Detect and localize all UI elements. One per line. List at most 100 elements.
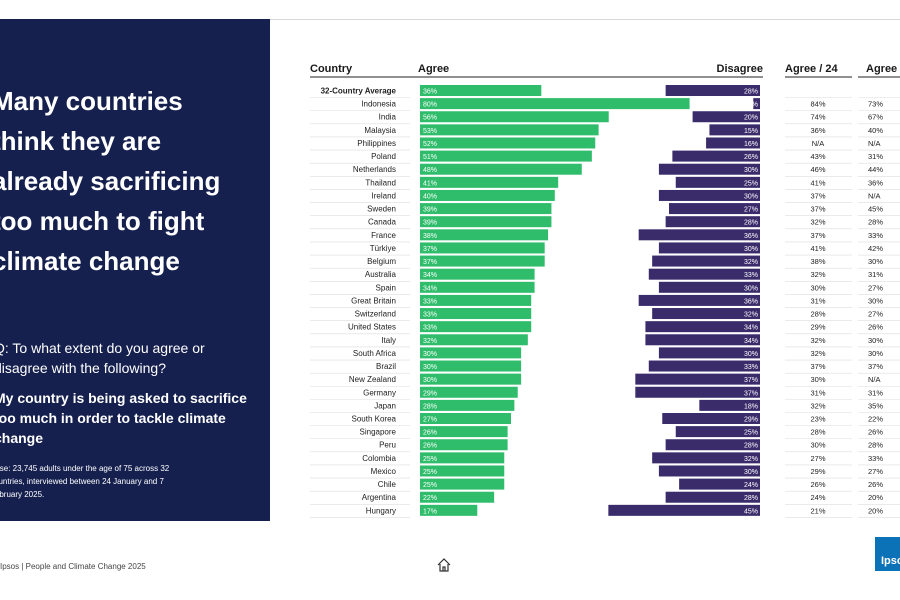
agree-bar xyxy=(420,399,515,411)
disagree-value-label: 18% xyxy=(744,403,758,410)
country-label: Peru xyxy=(379,441,396,450)
agree-2024-value: 41% xyxy=(810,244,825,253)
left-panel: Many countries think they are already sa… xyxy=(0,19,270,521)
agree-value-label: 40% xyxy=(423,193,437,200)
disagree-value-label: 20% xyxy=(744,115,758,122)
disagree-value-label: 15% xyxy=(744,128,758,135)
agree-2024-value: 74% xyxy=(810,113,825,122)
agree-2023-value: 26% xyxy=(868,480,883,489)
agree-2024-value: 23% xyxy=(810,415,825,424)
agree-2024-value: 30% xyxy=(810,375,825,384)
disagree-bar xyxy=(652,255,760,267)
header-agree: Agree xyxy=(418,63,449,75)
agree-2023-value: N/A xyxy=(868,139,881,148)
agree-2024-value: 31% xyxy=(810,388,825,397)
agree-bar xyxy=(420,439,508,451)
agree-value-label: 26% xyxy=(423,443,437,450)
disagree-bar xyxy=(672,150,760,162)
footer-source: Ipsos | People and Climate Change 2025 xyxy=(0,562,146,571)
agree-bar xyxy=(420,373,522,385)
agree-2023-value: 30% xyxy=(868,257,883,266)
agree-2024-value: 32% xyxy=(810,336,825,345)
disagree-bar xyxy=(753,98,760,110)
agree-2023-value: 40% xyxy=(868,126,883,135)
agree-bar xyxy=(420,491,495,503)
agree-2024-value: 37% xyxy=(810,231,825,240)
brand-logo: Ipsos xyxy=(875,537,900,571)
country-label: Singapore xyxy=(360,428,397,437)
agree-2023-value: 33% xyxy=(868,231,883,240)
disagree-bar xyxy=(658,281,760,293)
agree-2023-value: 22% xyxy=(868,415,883,424)
agree-2024-value: 32% xyxy=(810,401,825,410)
agree-2023-value: 20% xyxy=(868,493,883,502)
country-label: Belgium xyxy=(367,257,396,266)
agree-bar xyxy=(420,413,511,424)
disagree-bar xyxy=(658,347,760,359)
country-label: Brazil xyxy=(376,362,396,371)
country-label: Philippines xyxy=(357,139,396,148)
disagree-value-label: 36% xyxy=(744,298,758,305)
agree-value-label: 52% xyxy=(423,141,437,148)
disagree-value-label: 30% xyxy=(744,246,758,253)
agree-2024-value: 46% xyxy=(810,165,825,174)
disagree-value-label: 25% xyxy=(744,430,758,437)
agree-2024-value: 21% xyxy=(810,506,825,515)
disagree-bar xyxy=(635,373,760,385)
agree-2023-value: 73% xyxy=(868,100,883,109)
agree-bar xyxy=(420,85,542,96)
disagree-bar xyxy=(608,504,760,516)
disagree-value-label: % xyxy=(752,102,758,109)
agree-bar xyxy=(420,294,532,306)
agree-value-label: 30% xyxy=(423,364,437,371)
disagree-value-label: 33% xyxy=(744,272,758,279)
agree-2023-value: 28% xyxy=(868,441,883,450)
disagree-value-label: 34% xyxy=(744,338,758,345)
country-label: United States xyxy=(348,323,396,332)
agree-2023-value: N/A xyxy=(868,375,881,384)
header-disagree: Disagree xyxy=(717,63,763,75)
country-label: Spain xyxy=(376,283,396,292)
header-agree-23: Agree / 23 xyxy=(866,63,900,75)
disagree-value-label: 45% xyxy=(744,508,758,515)
disagree-value-label: 36% xyxy=(744,233,758,240)
disagree-value-label: 28% xyxy=(744,220,758,227)
agree-2024-value: 27% xyxy=(810,454,825,463)
agree-bar xyxy=(420,478,505,490)
country-label: South Africa xyxy=(353,349,397,358)
disagree-value-label: 37% xyxy=(744,390,758,397)
disagree-bar xyxy=(665,439,760,451)
agree-2023-value: 35% xyxy=(868,401,883,410)
disagree-value-label: 34% xyxy=(744,325,758,332)
country-label: Ireland xyxy=(372,191,396,200)
agree-bar xyxy=(420,255,545,267)
country-label: Poland xyxy=(371,152,396,161)
country-label: New Zealand xyxy=(349,375,396,384)
disagree-value-label: 25% xyxy=(744,180,758,187)
header-agree-24: Agree / 24 xyxy=(785,63,838,75)
home-icon[interactable] xyxy=(436,557,452,573)
country-label: Canada xyxy=(368,218,397,227)
agree-bar xyxy=(420,465,505,477)
disagree-value-label: 30% xyxy=(744,193,758,200)
disagree-value-label: 30% xyxy=(744,351,758,358)
agree-2024-value: 24% xyxy=(810,493,825,502)
agree-2023-value: 36% xyxy=(868,178,883,187)
agree-2023-value: 30% xyxy=(868,336,883,345)
country-label: Indonesia xyxy=(361,100,396,109)
disagree-bar xyxy=(652,452,760,464)
agree-2024-value: 28% xyxy=(810,428,825,437)
agree-value-label: 27% xyxy=(423,417,437,424)
agree-2024-value: 32% xyxy=(810,349,825,358)
agree-2023-value: 30% xyxy=(868,349,883,358)
agree-bar xyxy=(420,150,592,162)
agree-value-label: 32% xyxy=(423,338,437,345)
country-label: France xyxy=(371,231,396,240)
agree-bar xyxy=(420,268,535,280)
disagree-bar xyxy=(665,85,760,96)
agree-2023-value: 33% xyxy=(868,454,883,463)
country-label: Thailand xyxy=(365,178,396,187)
agree-2024-value: 37% xyxy=(810,205,825,214)
base-note: Base: 23,745 adults under the age of 75 … xyxy=(0,464,170,499)
